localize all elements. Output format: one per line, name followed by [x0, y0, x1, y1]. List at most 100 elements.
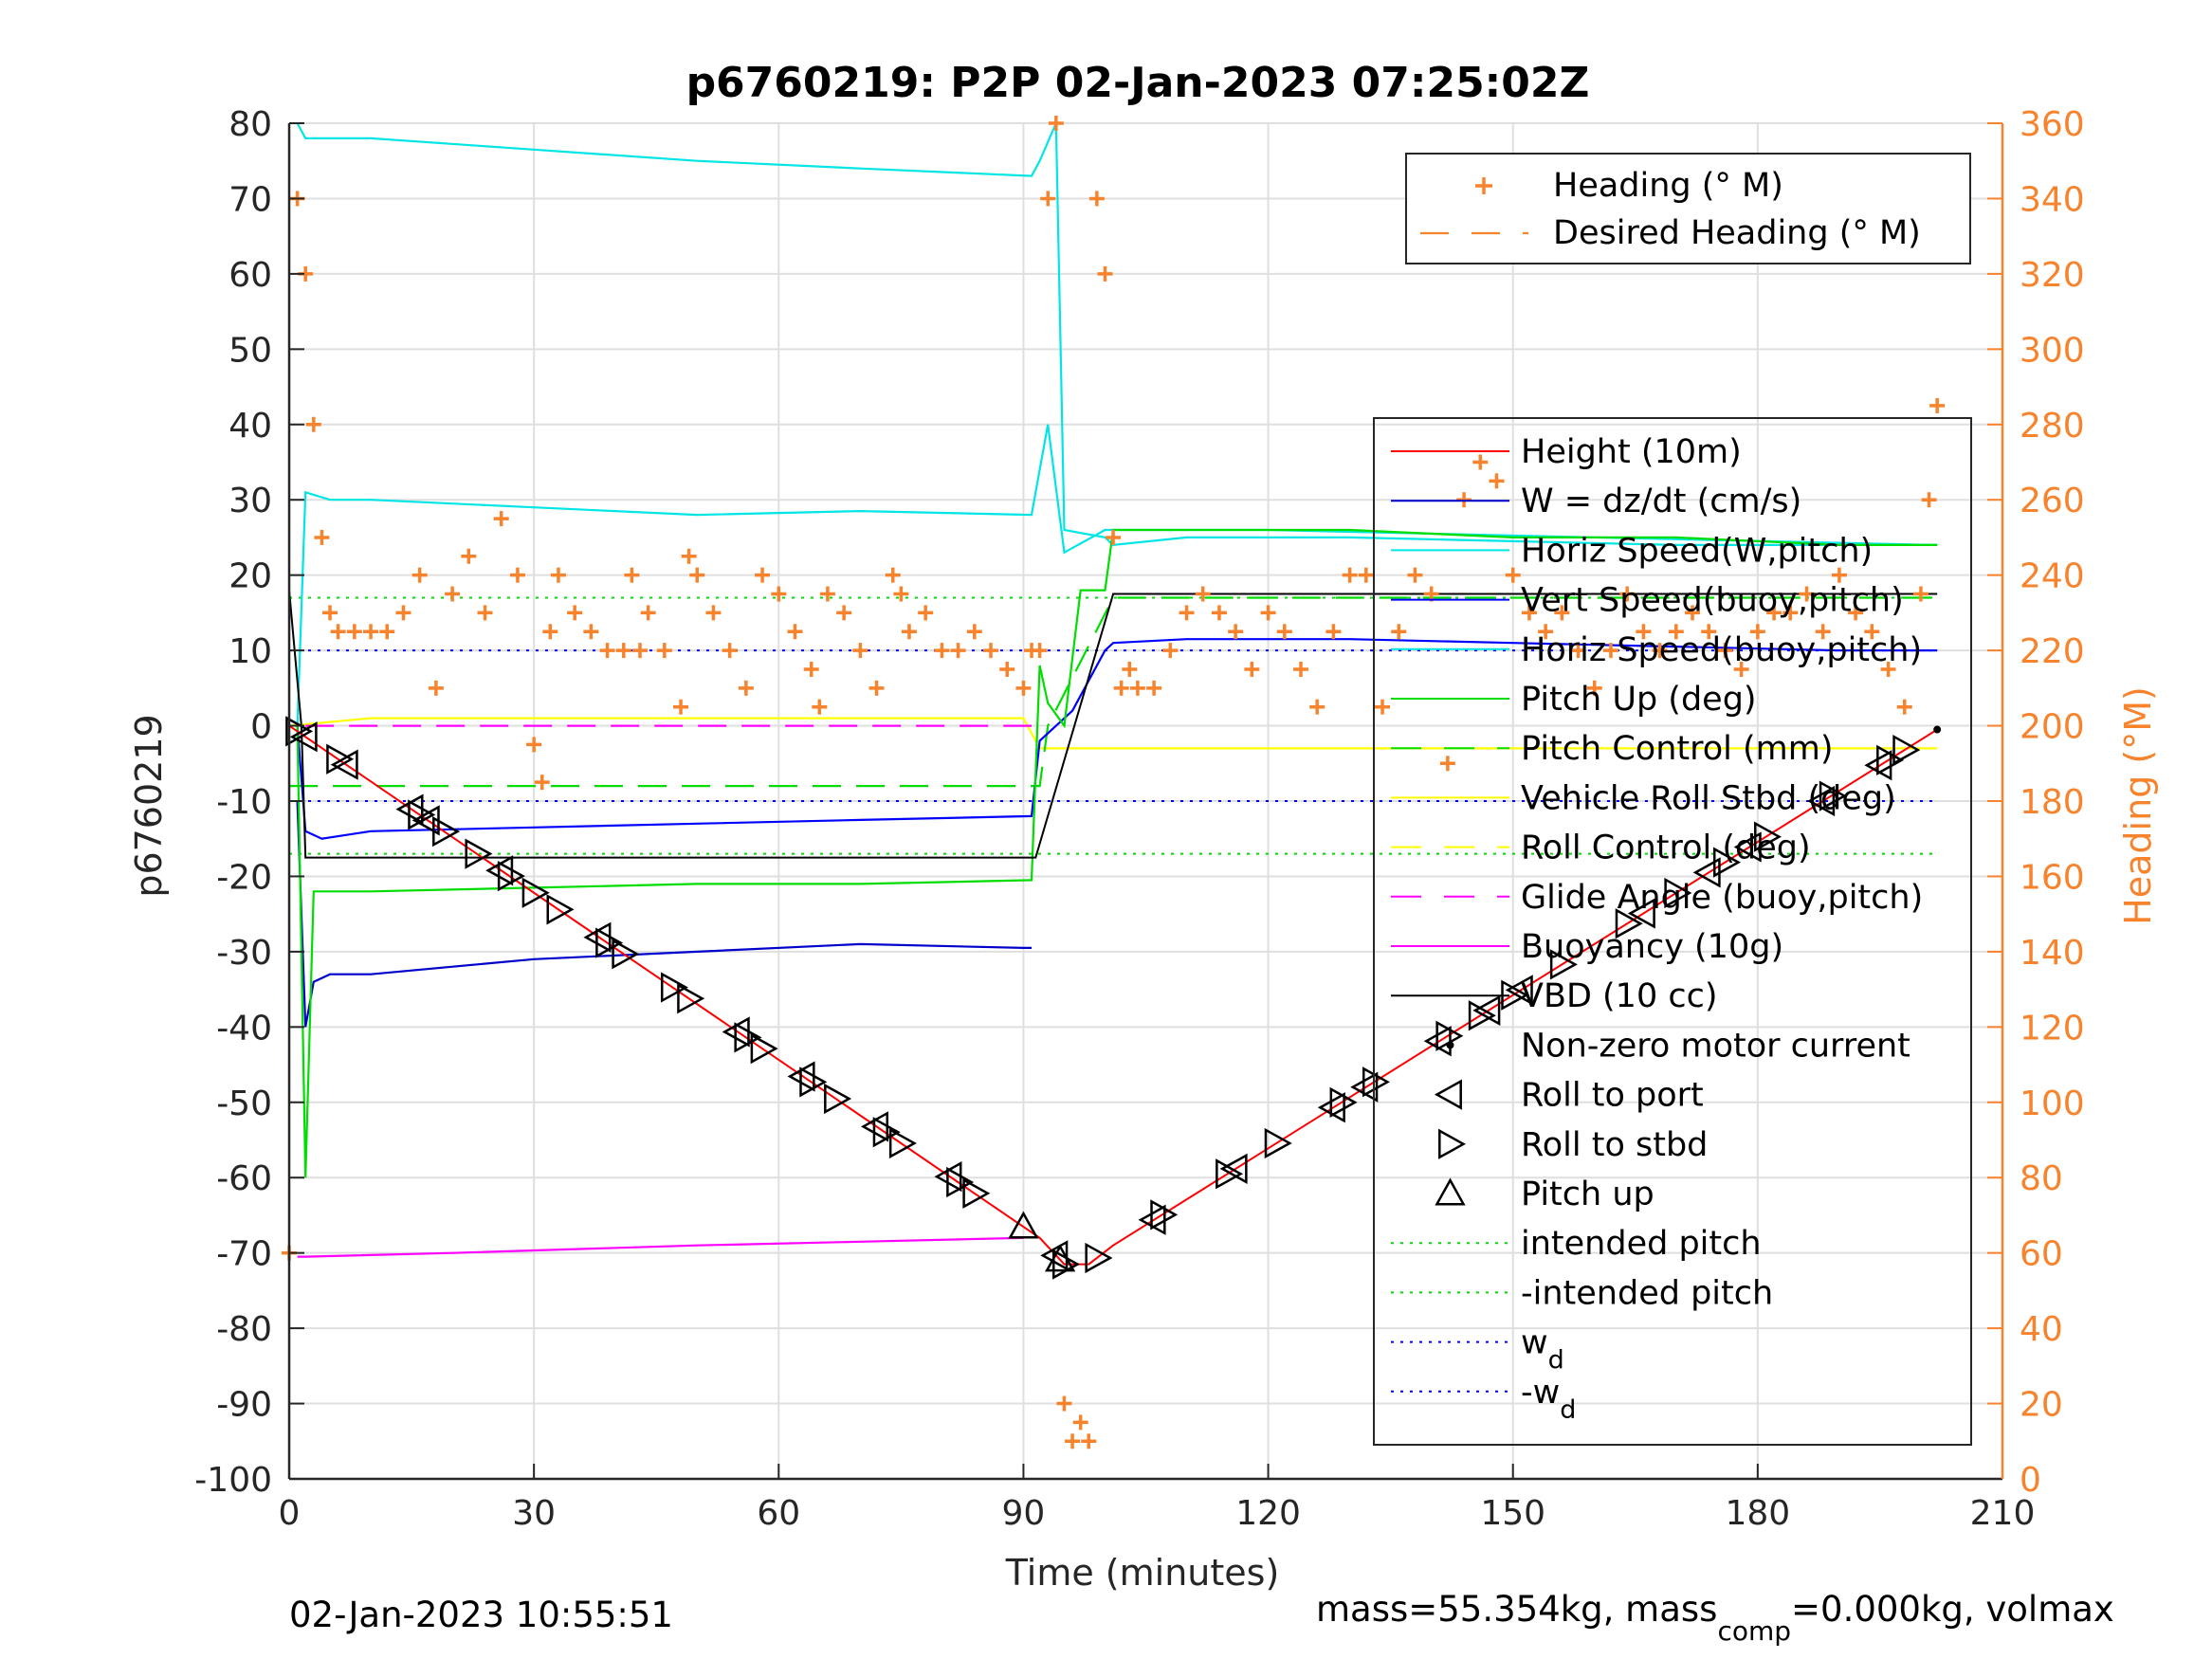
- heading-point: [1912, 586, 1929, 602]
- legend-swatch-dot: [1446, 1041, 1454, 1049]
- heading-point: [1439, 756, 1455, 772]
- heading-point: [1668, 624, 1684, 640]
- heading-point: [1106, 529, 1122, 545]
- heading-point: [1652, 643, 1668, 659]
- y2-tick-label: 20: [2020, 1386, 2063, 1425]
- y-tick-label: 60: [229, 256, 272, 295]
- y-tick-label: 30: [229, 482, 272, 520]
- legend-swatch-triangle: [1435, 1177, 1466, 1206]
- heading-point: [1211, 605, 1227, 621]
- heading-point: [950, 643, 966, 659]
- roll-port-marker: [330, 749, 358, 780]
- roll-port-marker: [1692, 857, 1721, 888]
- legend-label-main: w: [1521, 1324, 1548, 1362]
- x-tick-label: 60: [757, 1494, 800, 1533]
- x-tick-label: 120: [1235, 1494, 1301, 1533]
- legend-label-main: Non-zero motor current: [1521, 1027, 1910, 1065]
- chart-title: p6760219: P2P 02-Jan-2023 07:25:02Z: [686, 59, 1590, 107]
- heading-point: [1701, 624, 1717, 640]
- heading-point: [1929, 397, 1946, 413]
- legend-label-main: Roll to port: [1521, 1077, 1704, 1115]
- legend-label-main: Pitch Control (mm): [1521, 730, 1833, 768]
- heading-point: [1864, 624, 1880, 640]
- y2-tick-label: 220: [2020, 632, 2085, 671]
- roll-port-marker: [1472, 994, 1501, 1026]
- heading-point: [738, 680, 754, 696]
- heading-point: [1685, 605, 1701, 621]
- heading-point: [542, 624, 558, 640]
- grid: [288, 122, 2003, 1480]
- roll-port-marker: [1350, 1071, 1379, 1103]
- heading-point: [803, 661, 819, 677]
- heading-point: [314, 529, 330, 545]
- heading-point: [1292, 661, 1308, 677]
- legend-swatch-triangle: [1438, 1128, 1467, 1159]
- heading-point: [1407, 567, 1423, 583]
- y-tick-label: -50: [216, 1085, 272, 1123]
- legend-entry: Pitch Control (mm): [1391, 730, 1833, 768]
- heading-point: [1065, 1433, 1081, 1449]
- roll-stbd-marker: [1085, 1242, 1113, 1274]
- roll-port-marker: [583, 921, 612, 953]
- roll-port-marker: [1505, 975, 1533, 1006]
- y2-tick-label: 360: [2020, 105, 2085, 144]
- roll-port-marker: [722, 1016, 750, 1048]
- roll-port-marker: [485, 855, 514, 886]
- legend-label: -wd: [1521, 1374, 1576, 1425]
- roll-port-marker: [289, 721, 318, 753]
- y2-tick-label: 160: [2020, 858, 2085, 897]
- heading-point: [322, 605, 338, 621]
- vbd-series: [288, 590, 1938, 859]
- y2-tick-label: 120: [2020, 1009, 2085, 1048]
- legend-entry: Glide Angle (buoy,pitch): [1391, 879, 1923, 917]
- legend-label-main: Horiz Speed(W,pitch): [1521, 532, 1873, 570]
- roll-port-marker: [1807, 785, 1836, 817]
- heading-point: [819, 586, 835, 602]
- heading-point: [1921, 492, 1937, 508]
- heading-point: [1831, 567, 1847, 583]
- legend-label: W = dz/dt (cm/s): [1521, 483, 1801, 520]
- roll-port-marker: [411, 805, 440, 836]
- heading-point: [1505, 567, 1521, 583]
- heading-point: [1097, 265, 1113, 282]
- heading-point: [624, 567, 640, 583]
- heading-point: [893, 586, 909, 602]
- legend-label-main: Horiz Speed(buoy,pitch): [1521, 631, 1922, 669]
- pitch-up-series: [296, 528, 1938, 1178]
- heading-point: [901, 624, 917, 640]
- y2-tick-label: 80: [2020, 1159, 2063, 1198]
- legend-heading: Heading (° M) Desired Heading (° M): [1405, 153, 1971, 264]
- x-axis-label: Time (minutes): [1005, 1552, 1280, 1594]
- roll-stbd-marker: [546, 894, 575, 925]
- y-tick-label: -90: [216, 1386, 272, 1425]
- legend-entry: -intended pitch: [1391, 1274, 1773, 1312]
- legend-entry: Pitch Up (deg): [1391, 681, 1757, 719]
- heading-point: [1586, 680, 1602, 696]
- y2-tick-label: 340: [2020, 180, 2085, 219]
- y-tick-label: -10: [216, 783, 272, 822]
- legend-entry: -wd: [1391, 1374, 1576, 1425]
- legend-entry: Vert Speed(buoy,pitch): [1391, 582, 1904, 620]
- roll-stbd-marker: [1549, 949, 1578, 980]
- legend-label-main: Roll Control (deg): [1521, 830, 1811, 867]
- legend-label-sub: d: [1560, 1395, 1576, 1425]
- footer-mass-sub: comp: [1717, 1615, 1791, 1647]
- footer-mass-a: mass=55.354kg, mass: [1316, 1589, 1717, 1630]
- heading-point: [1113, 680, 1129, 696]
- heading-point: [1782, 605, 1799, 621]
- heading-point: [918, 605, 934, 621]
- heading-point: [1040, 191, 1056, 207]
- heading-point: [1048, 116, 1064, 131]
- heading-point: [534, 775, 550, 791]
- heading-point: [755, 567, 771, 583]
- motor-current-dot: [1933, 725, 1942, 734]
- x-tick-label: 210: [1970, 1494, 2036, 1533]
- legend-heading-label: Heading (° M): [1553, 167, 1783, 205]
- heading-point: [330, 624, 346, 640]
- y2-tick-label: 260: [2020, 482, 2085, 520]
- heading-point: [1554, 605, 1570, 621]
- roll-stbd-marker: [1892, 734, 1921, 766]
- heading-point: [1244, 661, 1260, 677]
- heading-point: [787, 624, 803, 640]
- roll-port-marker: [1627, 898, 1655, 929]
